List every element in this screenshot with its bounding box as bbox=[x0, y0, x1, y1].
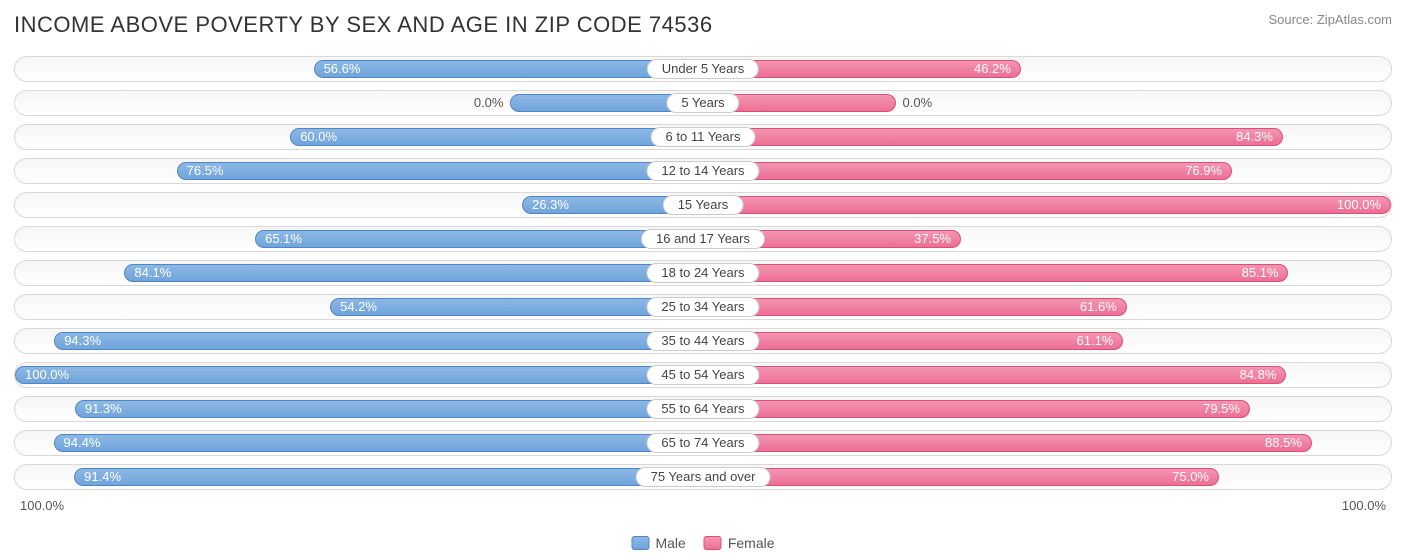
chart-row: 65.1% 37.5% 16 and 17 Years bbox=[14, 226, 1392, 252]
category-label: 45 to 54 Years bbox=[646, 365, 759, 385]
male-value: 56.6% bbox=[314, 57, 361, 82]
category-label: 35 to 44 Years bbox=[646, 331, 759, 351]
female-value: 79.5% bbox=[1203, 397, 1250, 422]
male-bar bbox=[74, 468, 703, 486]
female-value: 75.0% bbox=[1172, 465, 1219, 490]
category-label: 55 to 64 Years bbox=[646, 399, 759, 419]
male-bar bbox=[255, 230, 703, 248]
female-bar bbox=[703, 162, 1232, 180]
female-bar bbox=[703, 400, 1250, 418]
male-bar bbox=[177, 162, 703, 180]
male-value: 84.1% bbox=[124, 261, 171, 286]
female-value: 37.5% bbox=[914, 227, 961, 252]
chart-source: Source: ZipAtlas.com bbox=[1268, 12, 1392, 27]
category-label: 65 to 74 Years bbox=[646, 433, 759, 453]
male-bar bbox=[290, 128, 703, 146]
male-bar bbox=[54, 434, 703, 452]
category-label: 15 Years bbox=[663, 195, 744, 215]
chart-row: 0.0% 0.0% 5 Years bbox=[14, 90, 1392, 116]
female-bar bbox=[703, 366, 1286, 384]
legend-male: Male bbox=[631, 535, 685, 551]
male-bar bbox=[54, 332, 703, 350]
female-value: 61.6% bbox=[1080, 295, 1127, 320]
male-bar bbox=[124, 264, 703, 282]
male-value: 91.3% bbox=[75, 397, 122, 422]
category-label: 75 Years and over bbox=[636, 467, 771, 487]
category-label: 5 Years bbox=[666, 93, 739, 113]
category-label: 16 and 17 Years bbox=[641, 229, 765, 249]
x-axis: 100.0% 100.0% bbox=[14, 498, 1392, 513]
male-value: 100.0% bbox=[15, 363, 69, 388]
chart-row: 54.2% 61.6% 25 to 34 Years bbox=[14, 294, 1392, 320]
male-value: 26.3% bbox=[522, 193, 569, 218]
female-value: 84.3% bbox=[1236, 125, 1283, 150]
legend-female: Female bbox=[704, 535, 775, 551]
female-bar bbox=[703, 196, 1391, 214]
female-bar bbox=[703, 332, 1123, 350]
axis-left-label: 100.0% bbox=[20, 498, 64, 513]
category-label: 18 to 24 Years bbox=[646, 263, 759, 283]
chart-row: 94.3% 61.1% 35 to 44 Years bbox=[14, 328, 1392, 354]
category-label: Under 5 Years bbox=[647, 59, 759, 79]
female-bar bbox=[703, 468, 1219, 486]
female-value: 100.0% bbox=[1337, 193, 1391, 218]
category-label: 6 to 11 Years bbox=[651, 127, 756, 147]
female-bar bbox=[703, 434, 1312, 452]
female-value: 76.9% bbox=[1185, 159, 1232, 184]
chart-row: 76.5% 76.9% 12 to 14 Years bbox=[14, 158, 1392, 184]
female-value: 88.5% bbox=[1265, 431, 1312, 456]
legend-female-label: Female bbox=[728, 535, 775, 551]
female-bar bbox=[703, 298, 1127, 316]
female-swatch-icon bbox=[704, 536, 722, 550]
male-bar bbox=[15, 366, 703, 384]
axis-right-label: 100.0% bbox=[1342, 498, 1386, 513]
chart-row: 26.3% 100.0% 15 Years bbox=[14, 192, 1392, 218]
chart-row: 91.3% 79.5% 55 to 64 Years bbox=[14, 396, 1392, 422]
female-bar bbox=[703, 128, 1283, 146]
legend-male-label: Male bbox=[655, 535, 685, 551]
male-bar bbox=[75, 400, 703, 418]
female-value: 0.0% bbox=[903, 91, 933, 116]
male-value: 54.2% bbox=[330, 295, 377, 320]
chart-title: INCOME ABOVE POVERTY BY SEX AND AGE IN Z… bbox=[14, 12, 713, 38]
female-value: 84.8% bbox=[1240, 363, 1287, 388]
male-value: 60.0% bbox=[290, 125, 337, 150]
category-label: 12 to 14 Years bbox=[646, 161, 759, 181]
chart-row: 60.0% 84.3% 6 to 11 Years bbox=[14, 124, 1392, 150]
male-swatch-icon bbox=[631, 536, 649, 550]
chart-row: 94.4% 88.5% 65 to 74 Years bbox=[14, 430, 1392, 456]
butterfly-chart: 56.6% 46.2% Under 5 Years 0.0% 0.0% 5 Years 60… bbox=[14, 56, 1392, 490]
female-value: 46.2% bbox=[974, 57, 1021, 82]
chart-row: 100.0% 84.8% 45 to 54 Years bbox=[14, 362, 1392, 388]
chart-row: 91.4% 75.0% 75 Years and over bbox=[14, 464, 1392, 490]
category-label: 25 to 34 Years bbox=[646, 297, 759, 317]
male-value: 94.4% bbox=[54, 431, 101, 456]
female-value: 85.1% bbox=[1242, 261, 1289, 286]
chart-row: 84.1% 85.1% 18 to 24 Years bbox=[14, 260, 1392, 286]
male-value: 65.1% bbox=[255, 227, 302, 252]
male-value: 94.3% bbox=[54, 329, 101, 354]
chart-row: 56.6% 46.2% Under 5 Years bbox=[14, 56, 1392, 82]
male-value: 76.5% bbox=[177, 159, 224, 184]
male-value: 0.0% bbox=[474, 91, 504, 116]
female-value: 61.1% bbox=[1077, 329, 1124, 354]
legend: Male Female bbox=[631, 535, 774, 551]
male-bar bbox=[314, 60, 703, 78]
male-value: 91.4% bbox=[74, 465, 121, 490]
female-bar bbox=[703, 264, 1288, 282]
